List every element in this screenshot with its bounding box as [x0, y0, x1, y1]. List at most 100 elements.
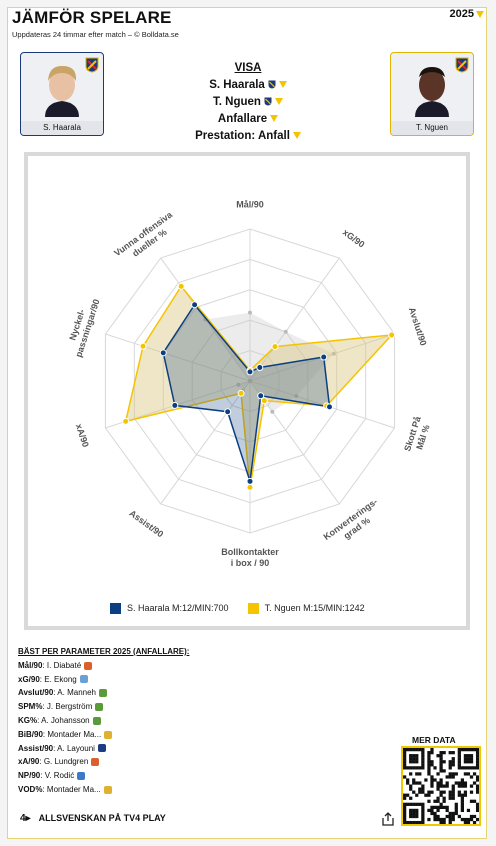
qr-module: [469, 814, 474, 819]
share-icon[interactable]: [382, 812, 394, 826]
player1-selector[interactable]: S. Haarala: [0, 79, 496, 91]
qr-module: [421, 754, 425, 758]
qr-module: [427, 751, 431, 755]
qr-module: [457, 814, 461, 819]
qr-module: [475, 817, 480, 822]
qr-module: [451, 790, 455, 794]
qr-module: [433, 814, 437, 819]
footer-text: ALLSVENSKAN PÅ TV4 PLAY: [38, 813, 166, 823]
qr-module: [415, 772, 419, 776]
median-point: [283, 329, 288, 334]
year-selector[interactable]: 2025: [450, 8, 484, 20]
qr-module: [403, 766, 407, 770]
qr-module: [436, 799, 440, 803]
legend-swatch-s1: [110, 603, 121, 615]
qr-module: [466, 754, 471, 758]
qr-module: [436, 805, 440, 809]
qr-module: [457, 784, 461, 788]
qr-module: [403, 763, 407, 767]
mode-selector[interactable]: Prestation: Anfall: [0, 130, 496, 142]
qr-module: [403, 751, 407, 755]
qr-module: [409, 784, 413, 788]
axis-label-line: xA/90: [74, 423, 91, 449]
qr-module: [421, 790, 425, 794]
qr-module: [460, 793, 464, 797]
best-param: Mål/90: [18, 660, 43, 670]
qr-module: [448, 760, 452, 764]
qr-module: [469, 760, 474, 764]
qr-module: [421, 760, 425, 764]
best-param: Avslut/90: [18, 688, 54, 698]
qr-module: [406, 781, 410, 785]
mode-selector-label: Prestation: Anfall: [195, 130, 290, 142]
chevron-down-icon: [278, 81, 287, 89]
axis-label-line: i box / 90: [231, 558, 270, 568]
qr-module: [433, 811, 437, 816]
qr-module: [466, 772, 471, 776]
qr-code[interactable]: [401, 746, 481, 826]
position-selector-label: Anfallare: [217, 113, 268, 125]
qr-module: [403, 814, 407, 819]
qr-module: [418, 766, 422, 770]
player-card-left[interactable]: S. Haarala: [20, 52, 104, 136]
median-point: [248, 310, 252, 315]
best-param: VOD%: [18, 784, 43, 794]
axis-label: Skott PåMål %: [402, 414, 433, 456]
best-row: SPM%: J. Bergström: [18, 700, 189, 714]
qr-module: [463, 817, 468, 822]
player2-selector[interactable]: T. Nguen: [0, 96, 496, 108]
player-card-right[interactable]: T. Nguen: [390, 52, 474, 136]
footer-link[interactable]: 4▸ ALLSVENSKAN PÅ TV4 PLAY: [20, 813, 166, 824]
qr-module: [427, 772, 431, 776]
qr-module: [445, 808, 449, 813]
qr-module: [445, 814, 449, 819]
qr-module: [436, 814, 440, 819]
qr-module: [415, 760, 419, 764]
qr-module: [421, 808, 425, 813]
chart-legend: S. Haarala M:12/MIN:700 T. Nguen M:15/MI…: [110, 603, 365, 615]
page-title: JÄMFÖR SPELARE: [12, 8, 172, 27]
qr-module: [406, 793, 410, 797]
page-subtitle: Uppdateras 24 timmar efter match – © Bol…: [12, 30, 179, 39]
qr-module: [448, 751, 452, 755]
qr-module: [436, 784, 440, 788]
best-row: VOD%: Montader Ma...: [18, 783, 189, 797]
qr-module: [415, 808, 419, 813]
qr-module: [451, 772, 455, 776]
qr-module: [412, 808, 416, 813]
axis-label: Mål/90: [236, 200, 264, 210]
best-row: xG/90: E. Ekong: [18, 673, 189, 687]
qr-module: [457, 751, 461, 755]
grid-spoke: [249, 380, 395, 429]
qr-module: [406, 802, 410, 806]
data-point-s-haarala: [326, 403, 334, 411]
qr-module: [445, 784, 449, 788]
qr-module: [448, 772, 452, 776]
qr-module: [463, 772, 468, 776]
qr-module: [421, 817, 425, 822]
qr-module: [421, 748, 425, 752]
best-param: SPM%: [18, 702, 43, 712]
axis-label: Assist/90: [127, 508, 165, 539]
qr-module: [472, 781, 477, 785]
qr-module: [439, 781, 443, 785]
qr-module: [433, 817, 437, 822]
club-crest-icon: [95, 703, 104, 712]
qr-module: [457, 790, 461, 794]
club-crest-icon: [92, 716, 101, 725]
data-point-s-haarala: [224, 408, 232, 416]
qr-module: [433, 805, 437, 809]
qr-module: [415, 781, 419, 785]
chevron-down-icon: [476, 10, 484, 18]
qr-module: [442, 769, 446, 773]
position-selector[interactable]: Anfallare: [0, 113, 496, 125]
qr-module: [409, 757, 413, 761]
separator: :: [39, 757, 44, 767]
qr-module: [406, 778, 410, 782]
player1-selector-label: S. Haarala: [209, 79, 265, 91]
qr-module: [448, 796, 452, 800]
data-point-t-nguen: [122, 417, 130, 425]
qr-module: [451, 760, 455, 764]
best-player: I. Diabaté: [46, 660, 82, 670]
tv4-logo-icon: 4▸: [20, 813, 31, 824]
